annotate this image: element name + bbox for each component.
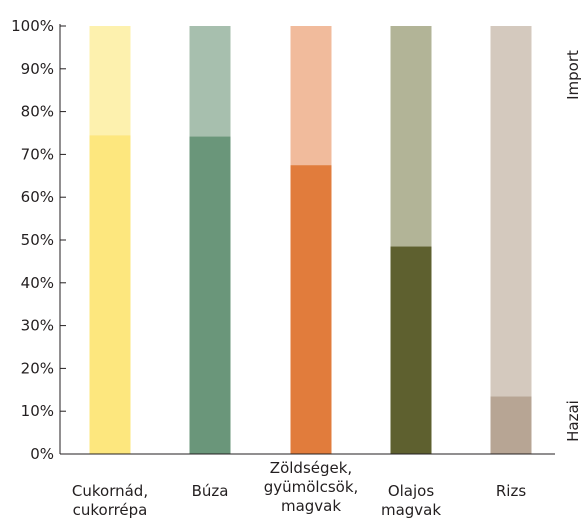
y-tick-labels: 0% 10% 20% 30% 40% 50% 60% 70% 80% 90% 100%	[11, 17, 54, 463]
bar-import-2	[189, 26, 231, 137]
bar-import-1	[89, 26, 131, 136]
category-labels: Cukornád, cukorrépa Búza Zöldségek, gyümölcs…	[72, 459, 526, 519]
category-label-line: Rizs	[496, 482, 526, 500]
category-label: Rizs	[496, 482, 526, 500]
category-label-line: Zöldségek,	[270, 459, 352, 477]
series-label-import: Import	[564, 50, 582, 100]
category-label: Zöldségek, gyümölcsök, magvak	[264, 459, 359, 515]
y-tick-label: 10%	[21, 402, 54, 420]
category-label-line: Olajos	[388, 482, 435, 500]
y-tick-label: 60%	[21, 188, 54, 206]
category-label: Cukornád, cukorrépa	[72, 482, 148, 519]
y-tick-label: 20%	[21, 359, 54, 377]
bar-hazai-3	[290, 165, 332, 454]
series-label-hazai: Hazai	[564, 400, 582, 442]
y-tick-label: 90%	[21, 60, 54, 78]
bar-hazai-5	[490, 396, 532, 454]
category-label-line: magvak	[381, 501, 441, 519]
category-label-line: cukorrépa	[73, 501, 148, 519]
bar-hazai-2	[189, 136, 231, 454]
category-label-line: magvak	[281, 497, 341, 515]
category-label: Búza	[192, 482, 229, 500]
y-tick-label: 80%	[21, 103, 54, 121]
category-label: Olajos magvak	[381, 482, 441, 519]
bar-hazai-4	[390, 246, 432, 454]
category-label-line: Cukornád,	[72, 482, 148, 500]
y-tick-label: 0%	[30, 445, 54, 463]
series-side-labels: Import Hazai	[564, 50, 582, 442]
y-tick-label: 50%	[21, 231, 54, 249]
y-tick-label: 100%	[11, 17, 54, 35]
category-label-line: gyümölcsök,	[264, 478, 359, 496]
y-tick-label: 40%	[21, 274, 54, 292]
bar-import-4	[390, 26, 432, 247]
bar-hazai-1	[89, 135, 131, 454]
axes-group	[59, 24, 555, 455]
bars-group	[89, 26, 532, 454]
y-tick-label: 30%	[21, 317, 54, 335]
y-tick-label: 70%	[21, 145, 54, 163]
category-label-line: Búza	[192, 482, 229, 500]
bar-import-3	[290, 26, 332, 166]
bar-import-5	[490, 26, 532, 397]
